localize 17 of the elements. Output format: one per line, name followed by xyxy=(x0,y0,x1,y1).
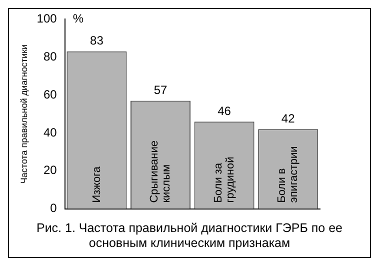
y-tick-label: 20 xyxy=(43,163,58,178)
text: Рис. 1. Частота правильной диагностики ГЭРБ по ее основным клиническим признакам xyxy=(35,220,344,252)
y-tick-label: 80 xyxy=(43,49,58,64)
y-tick-label: 0 xyxy=(50,201,58,216)
x-tick-label: Срыгивание кислым xyxy=(148,140,173,203)
y-tick-label: 60 xyxy=(43,87,58,102)
x-tick-label: Боли за грудиной xyxy=(212,156,236,203)
annotation: % xyxy=(72,12,84,26)
y-tick-label: 100 xyxy=(36,12,58,26)
data-label: 57 xyxy=(154,83,168,98)
x-tick-label: Боли в эпигастрии xyxy=(276,146,300,203)
y-tick-label: 40 xyxy=(43,125,58,140)
data-label: 83 xyxy=(90,34,104,48)
x-tick-label: Изжога xyxy=(90,166,103,203)
y-axis-title: Частота правильной диагностики xyxy=(18,44,29,184)
data-label: 42 xyxy=(281,111,296,126)
data-label: 46 xyxy=(218,104,232,118)
